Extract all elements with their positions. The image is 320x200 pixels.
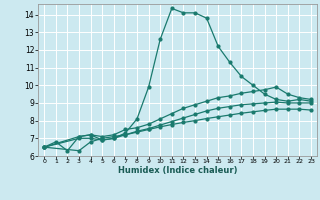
X-axis label: Humidex (Indice chaleur): Humidex (Indice chaleur) [118,166,237,175]
